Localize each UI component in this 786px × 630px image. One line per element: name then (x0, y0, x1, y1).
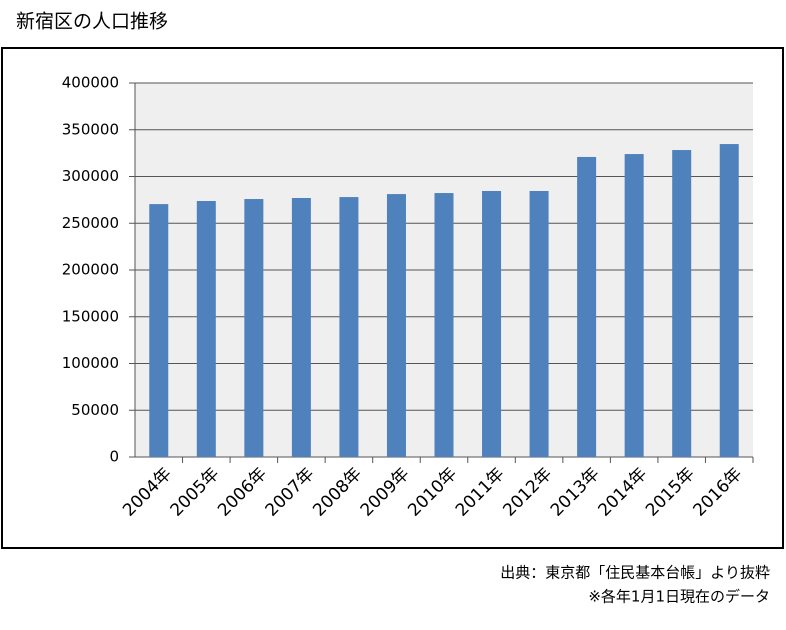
y-tick-label: 0 (109, 448, 119, 466)
bar (434, 193, 454, 457)
bar (291, 198, 311, 457)
bar (386, 194, 406, 457)
y-tick-label: 200000 (62, 261, 119, 279)
y-tick-label: 300000 (62, 167, 119, 185)
y-tick-label: 50000 (71, 401, 119, 419)
bar (577, 156, 597, 457)
bar (244, 199, 264, 457)
date-note: ※各年1月1日現在のデータ (588, 588, 770, 606)
chart-title: 新宿区の人口推移 (16, 11, 168, 33)
bar (339, 197, 359, 457)
y-tick-label: 400000 (62, 74, 119, 92)
bar (149, 204, 169, 457)
y-tick-label: 350000 (62, 120, 119, 138)
bar (196, 200, 216, 457)
source-note: 出典：東京都「住民基本台帳」より抜粋 (500, 564, 770, 582)
y-tick-label: 100000 (62, 354, 119, 372)
bar (529, 190, 549, 457)
bar (672, 150, 692, 458)
bar (624, 154, 644, 457)
bar (482, 190, 502, 457)
y-tick-label: 150000 (62, 307, 119, 325)
y-tick-label: 250000 (62, 214, 119, 232)
bar (719, 144, 739, 458)
